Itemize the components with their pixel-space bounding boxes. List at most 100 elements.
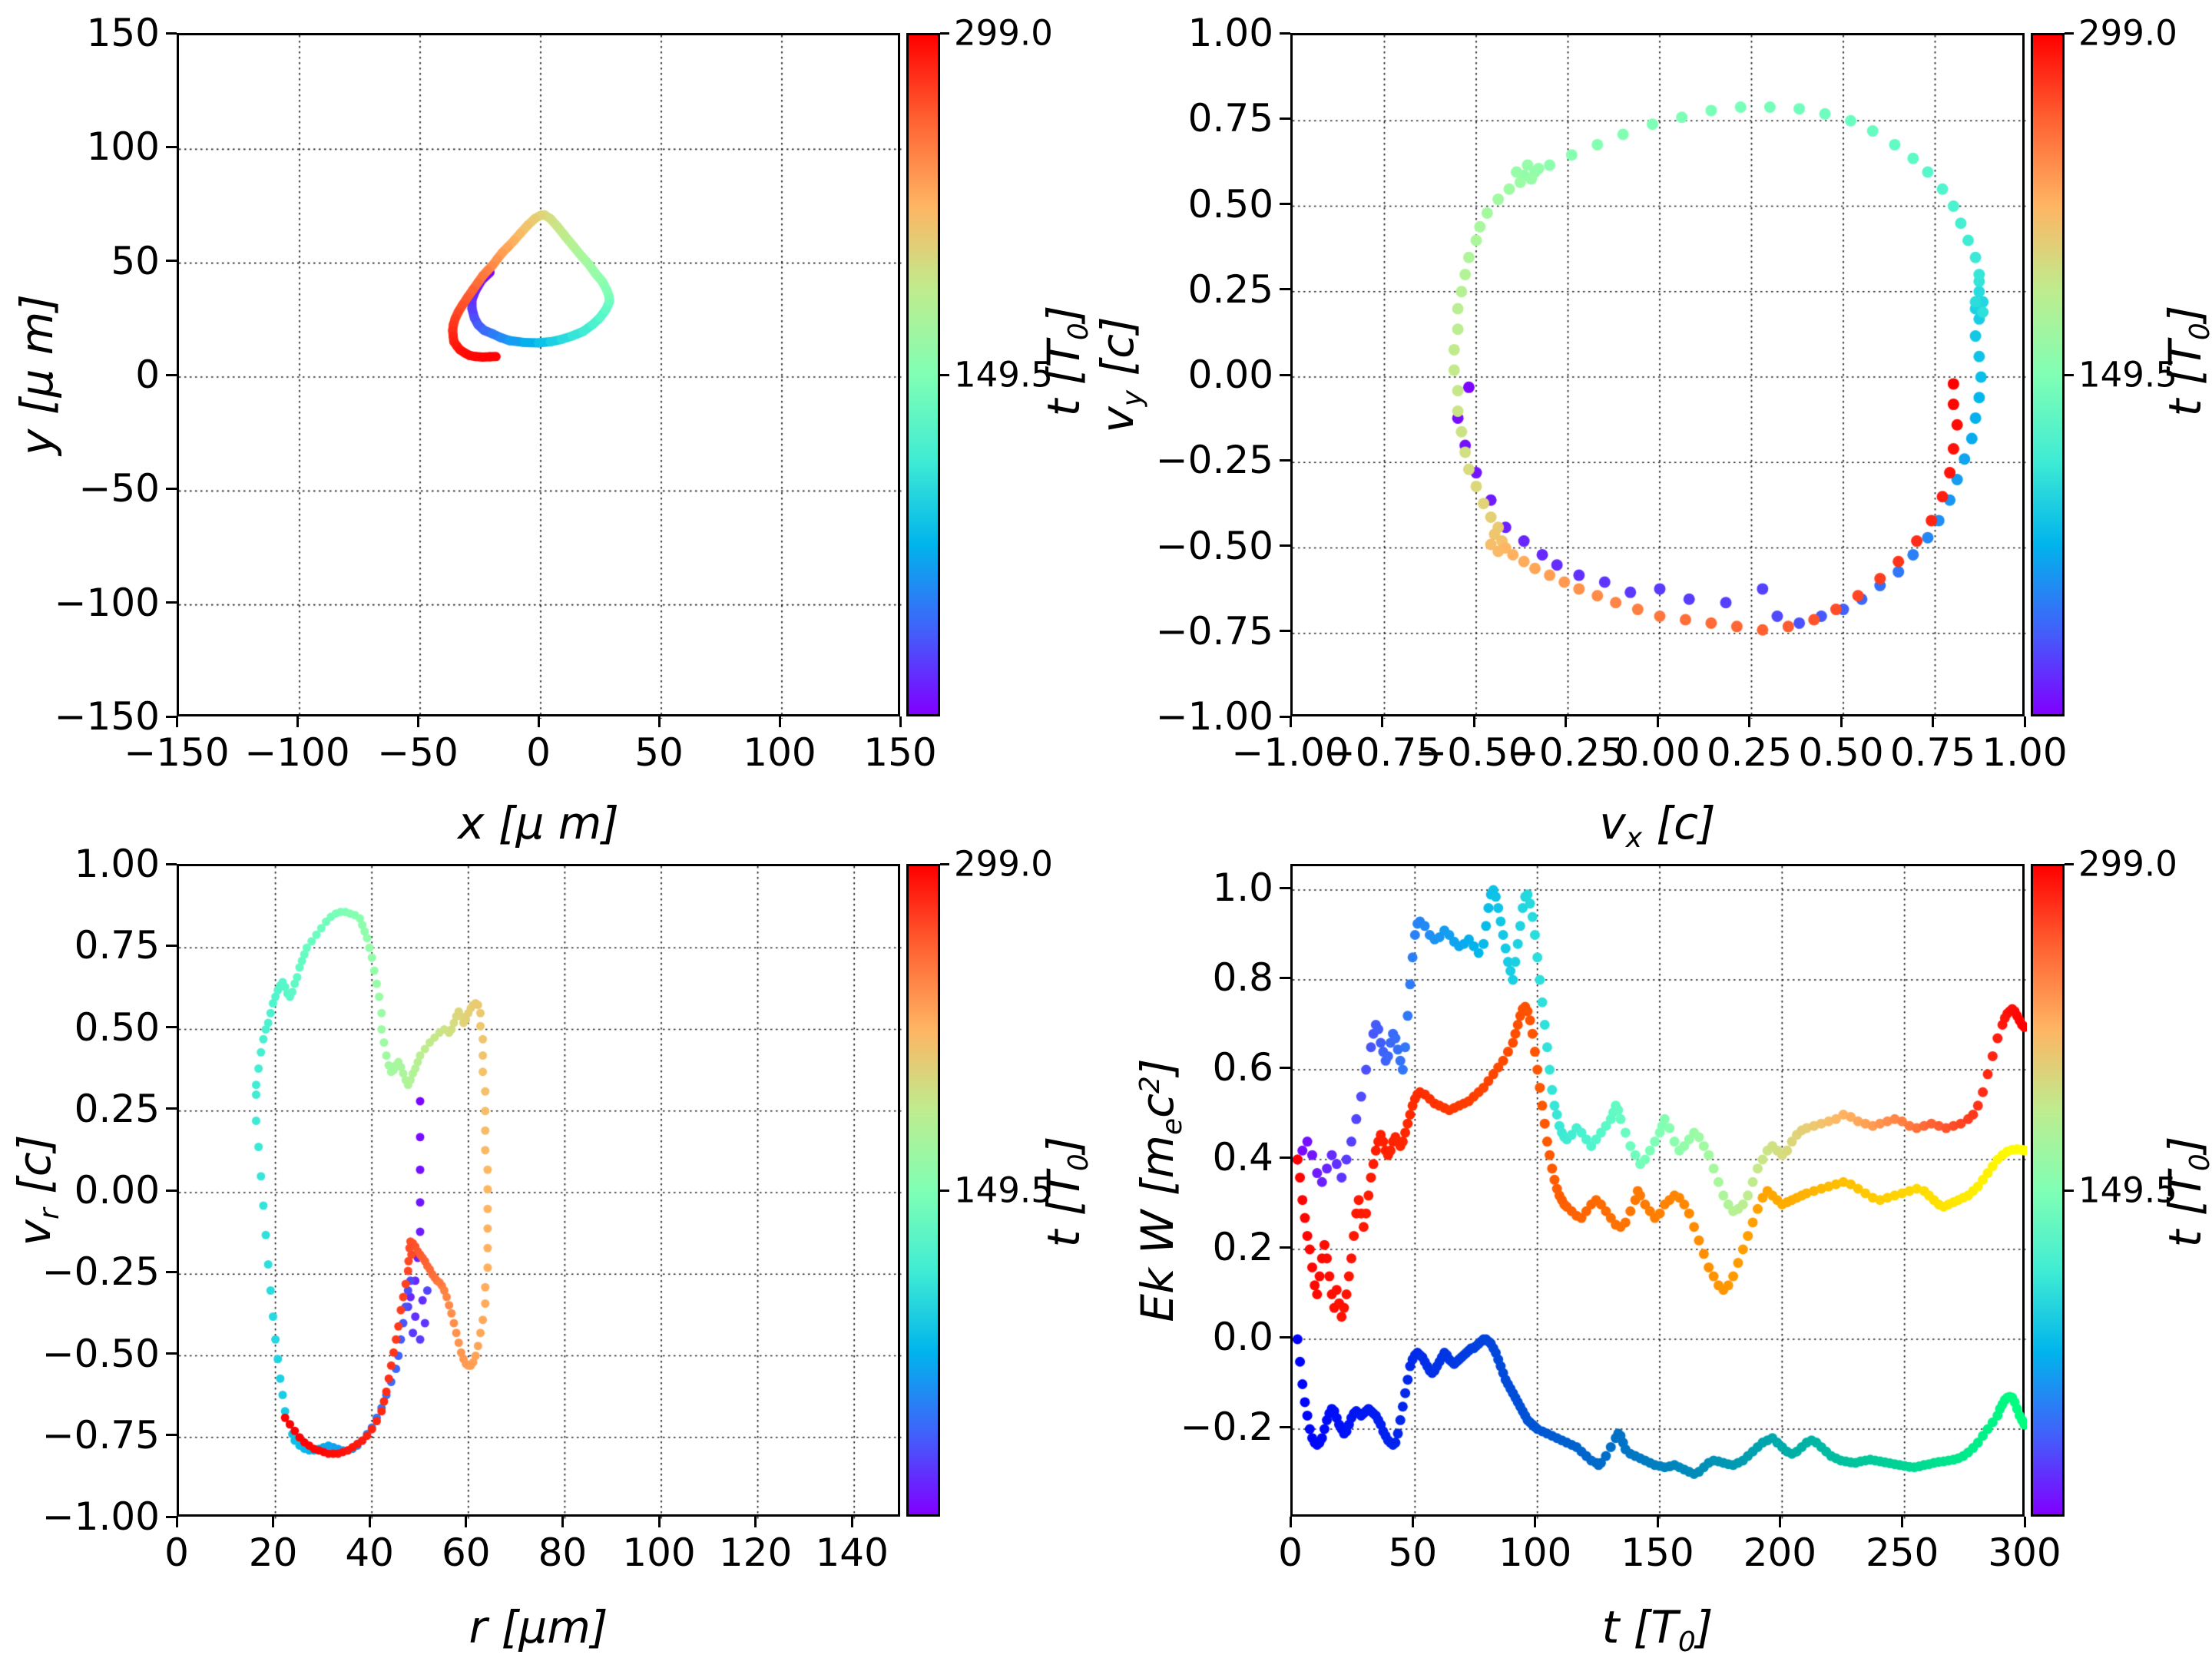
- x-tick-label: 0: [526, 730, 551, 775]
- y-tick-label: 0.00: [74, 1168, 160, 1213]
- axes-xy: [177, 33, 902, 719]
- y-tick: [166, 1352, 177, 1355]
- x-tick: [657, 1517, 661, 1527]
- y-tick-label: −0.2: [1180, 1405, 1273, 1449]
- y-tick: [1280, 1156, 1290, 1159]
- label-text: v: [1091, 406, 1144, 433]
- y-tick-label: 0.00: [1187, 352, 1273, 397]
- x-tick: [657, 716, 661, 727]
- y-tick-label: −0.75: [1155, 608, 1273, 654]
- x-tick-label: 100: [1498, 1530, 1572, 1575]
- x-tick: [778, 716, 781, 727]
- y-tick: [1280, 1425, 1290, 1428]
- colorbar-tick: [2065, 31, 2074, 35]
- y-tick: [1280, 288, 1290, 291]
- y-tick: [166, 1107, 177, 1110]
- colorbar-tick-label: 149.5: [954, 354, 1053, 395]
- label-text: v: [8, 1219, 61, 1246]
- y-tick-label: 0.2: [1212, 1225, 1273, 1269]
- x-tick: [2023, 1517, 2026, 1527]
- colorbar-tick-label: 299.0: [954, 843, 1053, 885]
- y-tick: [1280, 31, 1290, 35]
- x-tick: [754, 1517, 757, 1527]
- y-tick: [1280, 715, 1290, 718]
- x-tick-label: 140: [815, 1530, 889, 1575]
- x-tick-label: −0.75: [1323, 730, 1442, 775]
- y-tick: [1280, 458, 1290, 462]
- x-tick: [1565, 716, 1567, 727]
- x-tick-label: 60: [441, 1530, 491, 1575]
- label-text: t [T: [1038, 1171, 1091, 1248]
- x-tick: [296, 716, 299, 727]
- x-tick-label: −1.00: [1231, 730, 1349, 775]
- y-tick: [166, 862, 177, 865]
- label-subscript: 0: [2184, 1153, 2212, 1171]
- colorbar-rvr: [906, 864, 940, 1517]
- colorbar-tick: [940, 373, 949, 376]
- x-tick: [1289, 716, 1292, 727]
- label-text: [c]: [8, 1134, 61, 1209]
- label-text: v: [1599, 797, 1626, 849]
- y-tick-label: 0.50: [1187, 181, 1273, 227]
- y-tick-label: 1.00: [1187, 11, 1273, 55]
- y-tick: [1280, 1246, 1290, 1249]
- x-tick-label: 250: [1865, 1530, 1939, 1575]
- y-tick-label: 100: [86, 124, 160, 170]
- x-tick-label: 20: [248, 1530, 298, 1575]
- xlabel-vxvy: vx [c]: [1599, 797, 1715, 854]
- x-tick-label: −0.50: [1415, 730, 1533, 775]
- x-tick-label: 150: [863, 730, 937, 775]
- y-tick: [166, 601, 177, 604]
- x-tick: [1411, 1517, 1414, 1527]
- label-subscript: 0: [2184, 323, 2212, 340]
- colorbar-tick-label: 299.0: [954, 12, 1053, 54]
- y-tick: [1280, 544, 1290, 547]
- x-tick: [1534, 1517, 1537, 1527]
- x-tick-label: −0.25: [1506, 730, 1625, 775]
- y-tick-label: −50: [78, 466, 160, 511]
- y-tick: [1280, 117, 1290, 120]
- x-tick: [1901, 1517, 1904, 1527]
- x-tick: [850, 1517, 853, 1527]
- y-tick: [1280, 630, 1290, 633]
- label-text: ]: [1131, 1058, 1184, 1077]
- y-tick-label: 0.50: [74, 1004, 160, 1050]
- label-text: [c]: [1642, 797, 1716, 849]
- x-tick: [899, 716, 902, 727]
- x-tick-label: 40: [345, 1530, 394, 1575]
- x-tick-label: 0: [164, 1530, 189, 1575]
- colorbar-tick: [940, 1189, 949, 1192]
- y-tick-label: 0.75: [1187, 96, 1273, 141]
- y-tick: [1280, 1066, 1290, 1069]
- y-tick: [166, 1434, 177, 1437]
- y-tick-label: 150: [86, 11, 160, 55]
- y-tick-label: 1.00: [74, 842, 160, 886]
- label-superscript: 2: [1134, 1076, 1167, 1094]
- ylabel-vxvy: vy [c]: [1091, 316, 1148, 432]
- label-text: ]: [1038, 305, 1091, 323]
- x-tick-label: −50: [377, 730, 459, 775]
- colorbar-tick: [2065, 862, 2074, 865]
- ylabel-ekw: Ek W [mec2]: [1131, 1058, 1188, 1322]
- x-tick: [1289, 1517, 1292, 1527]
- x-tick-label: 80: [538, 1530, 588, 1575]
- colorbar-tick: [2065, 373, 2074, 376]
- colorbar-vxvy: [2031, 33, 2065, 716]
- y-tick: [166, 31, 177, 35]
- colorbar-tick: [940, 31, 949, 35]
- label-text: [c]: [1091, 316, 1144, 390]
- axes-ekw: [1290, 864, 2027, 1519]
- colorbar-xy: [906, 33, 940, 716]
- y-tick-label: 0.6: [1212, 1045, 1273, 1090]
- colorbar-tick-label: 149.5: [2078, 354, 2177, 395]
- colorbar-tick: [940, 862, 949, 865]
- y-tick: [1280, 203, 1290, 205]
- y-tick: [166, 260, 177, 263]
- label-text: Ek W [m: [1131, 1134, 1184, 1322]
- y-tick-label: 50: [111, 238, 160, 283]
- y-tick-label: 0.0: [1212, 1315, 1273, 1359]
- x-tick: [1839, 716, 1843, 727]
- x-tick: [537, 716, 540, 727]
- colorbar-label-vxvy: t [T0]: [2159, 306, 2212, 417]
- x-tick-label: 150: [1621, 1530, 1694, 1575]
